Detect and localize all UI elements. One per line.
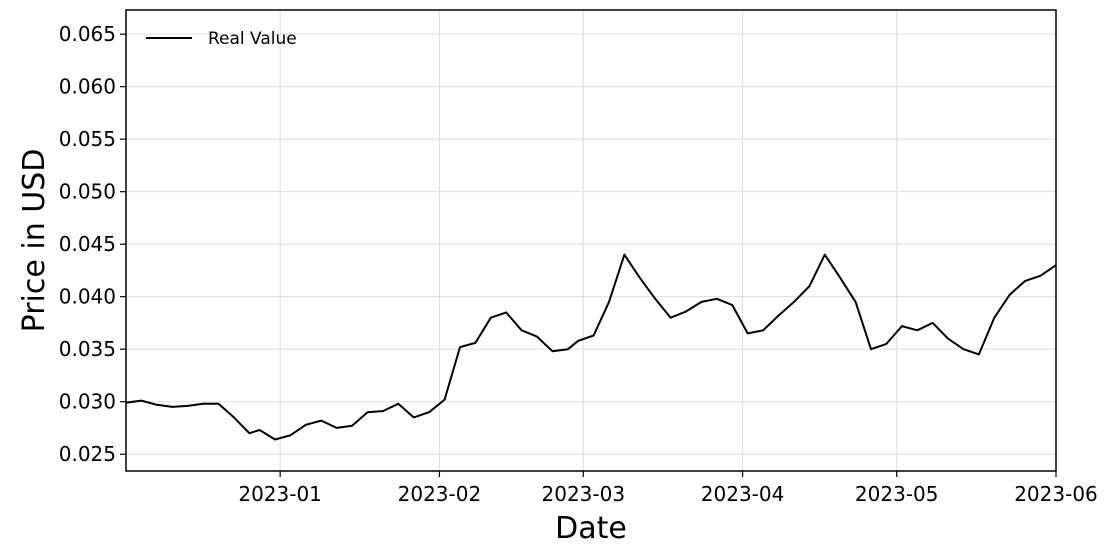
y-tick-label: 0.055 <box>59 127 116 151</box>
y-tick-label: 0.025 <box>59 442 116 466</box>
y-tick-label: 0.045 <box>59 232 116 256</box>
x-tick-label: 2023-05 <box>855 482 939 506</box>
x-tick-label: 2023-02 <box>398 482 482 506</box>
x-axis: 2023-01 2023-02 2023-03 2023-04 2023-05 2023-… <box>238 471 1098 506</box>
y-axis: 0.025 0.030 0.035 0.040 0.045 0.050 0.055 0.060… <box>59 22 126 466</box>
x-tick-label: 2023-04 <box>701 482 785 506</box>
y-tick-label: 0.030 <box>59 390 116 414</box>
series-lines <box>126 253 1056 441</box>
y-tick-label: 0.040 <box>59 285 116 309</box>
legend: Real Value <box>146 29 297 49</box>
y-tick-label: 0.065 <box>59 22 116 46</box>
x-axis-title: Date <box>555 511 627 546</box>
grid <box>126 10 1057 471</box>
plot-frame <box>125 9 1057 472</box>
legend-label: Real Value <box>208 29 297 49</box>
series-line-0 <box>126 253 1056 441</box>
x-tick-label: 2023-06 <box>1014 482 1098 506</box>
y-axis-title: Price in USD <box>17 149 52 333</box>
y-tick-label: 0.035 <box>59 337 116 361</box>
x-tick-label: 2023-01 <box>238 482 322 506</box>
y-tick-label: 0.050 <box>59 180 116 204</box>
y-tick-label: 0.060 <box>59 75 116 99</box>
x-tick-label: 2023-03 <box>542 482 626 506</box>
